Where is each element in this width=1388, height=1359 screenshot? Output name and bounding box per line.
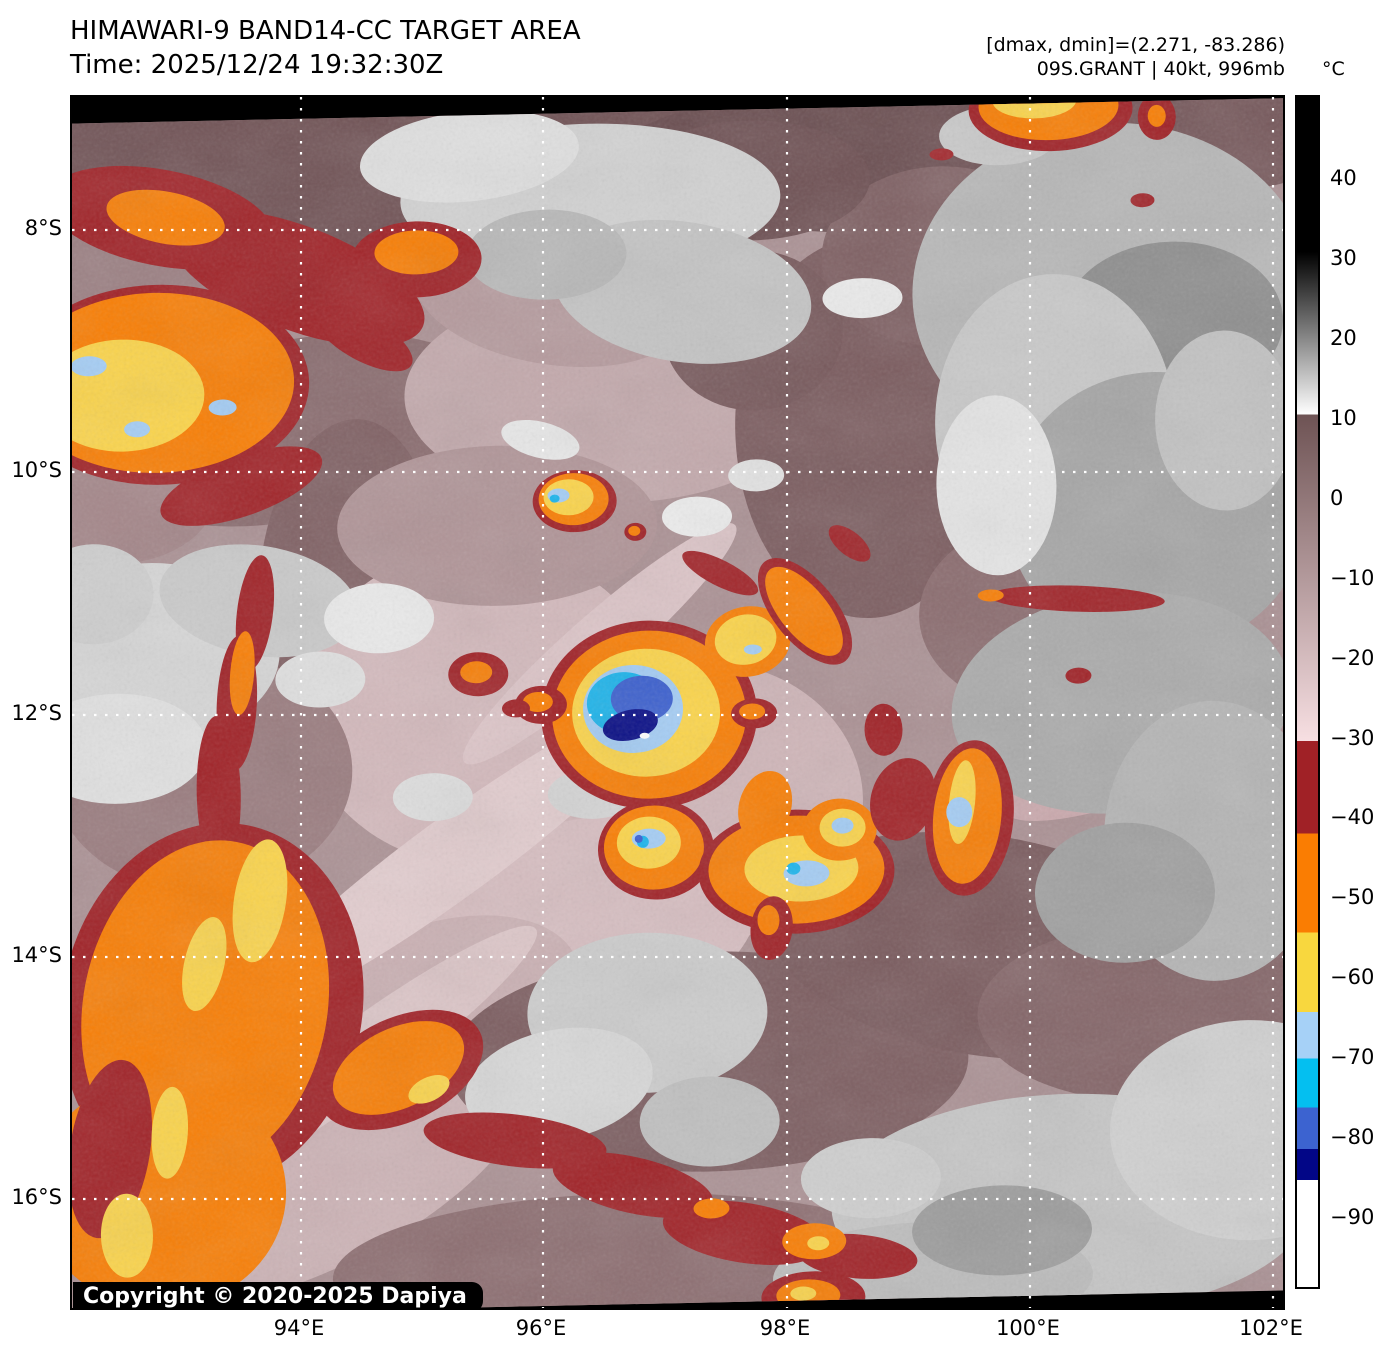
scene-texture-fine: [72, 97, 1283, 1308]
lon-tick-label: 94°E: [273, 1316, 325, 1340]
satellite-imagery: [72, 97, 1283, 1308]
colorbar-tick-label: 20: [1330, 325, 1357, 350]
colorbar-tick-label: 30: [1330, 245, 1357, 270]
satellite-scene-svg: [72, 97, 1283, 1308]
lat-tick-label: 12°S: [11, 701, 62, 725]
lat-tick-label: 10°S: [11, 458, 62, 482]
lon-tick-label: 102°E: [1239, 1316, 1303, 1340]
lon-tick-label: 100°E: [996, 1316, 1060, 1340]
map-plot-area: Copyright © 2020-2025 Dapiya: [70, 95, 1285, 1310]
lat-tick-label: 16°S: [11, 1185, 62, 1209]
colorbar-tick-label: −20: [1330, 645, 1375, 670]
temperature-colorbar: [1295, 95, 1320, 1289]
lon-tick-label: 96°E: [515, 1316, 567, 1340]
colorbar-tick-label: −80: [1330, 1125, 1375, 1150]
storm-info-annotation: 09S.GRANT | 40kt, 996mb: [1036, 58, 1285, 80]
colorbar-tick-label: −40: [1330, 805, 1375, 830]
colorbar-tick-label: −60: [1330, 965, 1375, 990]
colorbar-tick-label: −30: [1330, 725, 1375, 750]
lat-tick-label: 14°S: [11, 943, 62, 967]
colorbar-tick-label: 10: [1330, 405, 1357, 430]
colorbar-tick-label: −90: [1330, 1205, 1375, 1230]
lon-tick-label: 98°E: [759, 1316, 811, 1340]
dmax-dmin-annotation: [dmax, dmin]=(2.271, -83.286): [986, 34, 1285, 56]
timestamp-line: Time: 2025/12/24 19:32:30Z: [70, 50, 444, 80]
colorbar-tick-label: −10: [1330, 565, 1375, 590]
colorbar-tick-label: 40: [1330, 166, 1357, 191]
colorbar-tick-label: −50: [1330, 885, 1375, 910]
lat-tick-label: 8°S: [24, 216, 62, 240]
page-title: HIMAWARI-9 BAND14-CC TARGET AREA: [70, 16, 581, 46]
copyright-badge: Copyright © 2020-2025 Dapiya: [73, 1282, 483, 1308]
colorbar-tick-label: −70: [1330, 1045, 1375, 1070]
colorbar-tick-label: 0: [1330, 485, 1344, 510]
colorbar-unit-label: °C: [1322, 58, 1345, 80]
